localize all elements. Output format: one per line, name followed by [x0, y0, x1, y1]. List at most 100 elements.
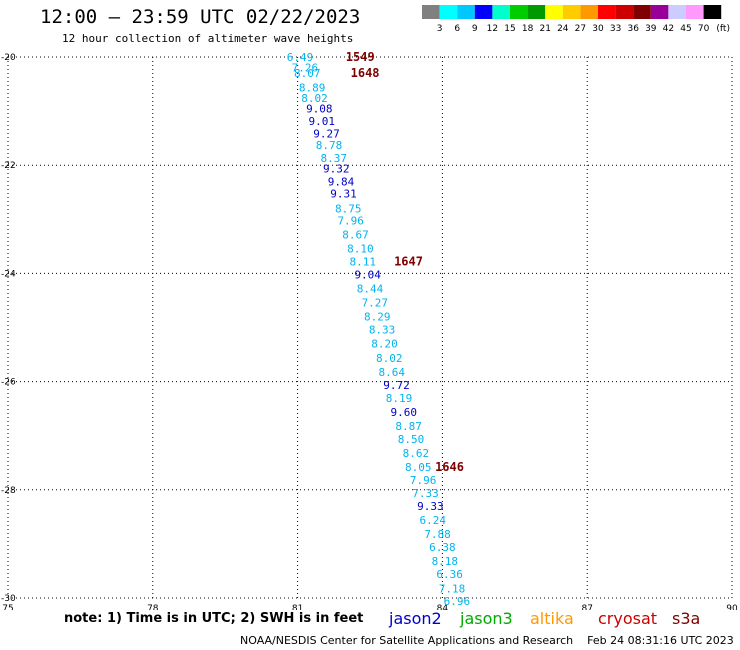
scale-swatch: [668, 5, 686, 19]
scale-label: 33: [610, 24, 621, 34]
scale-swatch: [474, 5, 493, 19]
pass-time-label: 1648: [351, 66, 380, 80]
wave-height-point: 7.88: [424, 528, 451, 541]
wave-height-point: 8.02: [301, 92, 328, 105]
wave-height-point: 9.01: [308, 115, 335, 128]
scale-unit: (ft): [716, 24, 730, 34]
wave-height-point: 8.75: [335, 202, 362, 215]
wave-height-point: 8.02: [376, 352, 403, 365]
wave-height-point: 9.27: [313, 127, 340, 140]
footer-credit: NOAA/NESDIS Center for Satellite Applica…: [240, 634, 734, 647]
x-tick-label: 84: [437, 604, 449, 610]
wave-height-point: 8.44: [357, 283, 384, 296]
chart-subtitle: 12 hour collection of altimeter wave hei…: [62, 32, 354, 45]
wave-height-point: 8.37: [321, 152, 348, 165]
wave-height-point: 8.67: [342, 228, 369, 241]
pass-time-label: 1646: [435, 460, 464, 474]
wave-height-point: 8.29: [364, 311, 391, 324]
wave-height-point: 6.49: [287, 51, 314, 64]
scale-swatch: [686, 5, 704, 19]
wave-height-point: 7.96: [337, 214, 364, 227]
wave-height-point: 8.20: [371, 338, 398, 351]
wave-height-point: 8.78: [316, 139, 343, 152]
wave-height-point: 8.87: [395, 420, 422, 433]
wave-height-point: 9.60: [391, 406, 418, 419]
satellite-s3a: s3a: [672, 609, 701, 628]
wave-height-point: 8.10: [347, 243, 374, 256]
x-tick-label: 81: [292, 604, 303, 610]
color-scale-legend: 3 6 9 12 15 18 21 24 27 30 33 36 39 42 45 70 (ft): [422, 5, 730, 34]
scale-label: 27: [575, 24, 586, 34]
scale-label: 45: [680, 24, 691, 34]
wave-height-point: 6.24: [419, 514, 446, 527]
wave-height-point: 7.96: [410, 474, 437, 487]
y-tick-label: -30: [1, 594, 16, 604]
satellite-jason2: jason2: [389, 609, 442, 628]
satellite-altika: altika: [530, 609, 574, 628]
scale-swatch: [439, 5, 458, 19]
x-tick-label: 78: [147, 604, 159, 610]
pass-time-label: 1549: [346, 50, 375, 64]
x-tick-label: 90: [726, 604, 738, 610]
scale-swatch: [598, 5, 616, 19]
wave-height-point: 9.04: [354, 268, 381, 281]
scale-swatch: [650, 5, 669, 19]
scale-label: 70: [698, 24, 710, 34]
satellite-jason3: jason3: [460, 609, 513, 628]
scale-label: 3: [437, 24, 443, 34]
wave-height-point: 8.89: [299, 81, 326, 94]
wave-height-point: 9.33: [417, 500, 444, 513]
scale-swatch: [510, 5, 528, 19]
scale-swatch: [422, 5, 440, 19]
x-tick-label: 75: [2, 604, 13, 610]
wave-height-plot: 75 78 81 84 87 90-20-22-24-26-28-306.497.268.…: [1, 50, 738, 610]
wave-height-point: 8.07: [294, 67, 321, 80]
y-tick-label: -22: [1, 161, 16, 171]
wave-height-point: 9.32: [323, 162, 350, 175]
scale-swatch: [633, 5, 651, 19]
scale-label: 42: [663, 24, 674, 34]
wave-height-point: 7.33: [412, 487, 439, 500]
scale-label: 18: [522, 24, 534, 34]
wave-height-point: 8.05: [405, 461, 432, 474]
scale-label: 24: [557, 24, 569, 34]
wave-height-point: 8.18: [432, 555, 459, 568]
y-tick-label: -28: [1, 486, 16, 496]
wave-height-point: 8.50: [398, 433, 425, 446]
scale-swatch: [580, 5, 598, 19]
scale-label: 36: [627, 24, 639, 34]
scale-label: 15: [504, 24, 515, 34]
scale-swatch: [457, 5, 475, 19]
wave-height-point: 8.64: [378, 366, 405, 379]
wave-height-point: 8.62: [403, 447, 430, 460]
scale-swatch: [492, 5, 510, 19]
wave-height-point: 8.11: [350, 255, 377, 268]
wave-height-point: 6.38: [429, 541, 456, 554]
chart-title: 12:00 – 23:59 UTC 02/22/2023: [40, 6, 361, 28]
scale-label: 39: [645, 24, 657, 34]
y-tick-label: -24: [1, 269, 16, 279]
scale-label: 12: [487, 24, 498, 34]
wave-height-point: 6.36: [436, 568, 463, 581]
footer-note: note: 1) Time is in UTC; 2) SWH is in fe…: [64, 611, 364, 626]
wave-height-point: 7.27: [362, 297, 389, 310]
scale-swatch: [562, 5, 581, 19]
wave-height-point: 9.84: [328, 175, 355, 188]
pass-time-label: 1647: [394, 254, 423, 268]
wave-height-point: 9.08: [306, 102, 333, 115]
wave-height-point: 9.31: [330, 187, 357, 200]
scale-label: 21: [539, 24, 550, 34]
scale-swatch: [703, 5, 722, 19]
x-tick-label: 87: [581, 604, 592, 610]
scale-swatch: [545, 5, 563, 19]
wave-height-point: 6.96: [444, 595, 471, 608]
y-tick-label: -20: [1, 53, 16, 63]
wave-height-point: 8.33: [369, 324, 396, 337]
scale-label: 30: [592, 24, 604, 34]
scale-swatch: [615, 5, 634, 19]
satellite-cryosat: cryosat: [598, 609, 658, 628]
y-tick-label: -26: [1, 378, 16, 388]
scale-label: 6: [454, 24, 460, 34]
wave-height-point: 7.26: [292, 61, 319, 74]
wave-height-point: 8.19: [386, 392, 413, 405]
